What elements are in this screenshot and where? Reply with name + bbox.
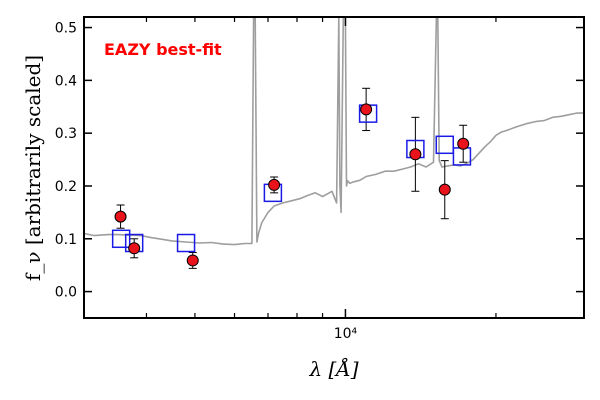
model-point — [176, 233, 196, 253]
observed-point — [186, 254, 199, 267]
errorbar-group — [116, 87, 468, 269]
observed-point — [409, 148, 422, 161]
plot-frame — [83, 16, 585, 319]
observed-point — [457, 137, 470, 150]
y-tick-label: 0.3 — [55, 126, 77, 142]
observed-point — [114, 210, 127, 223]
annotation-label: EAZY best-fit — [104, 40, 222, 59]
y-axis-label-text: f_ν [arbitrarily scaled] — [21, 55, 45, 281]
observed-group — [114, 103, 470, 267]
model-point — [435, 135, 455, 155]
sed-group — [83, 16, 584, 246]
y-tick-label: 0.1 — [55, 232, 77, 248]
y-axis-label: f_ν [arbitrarily scaled] — [21, 55, 45, 281]
x-axis-label-text: λ [Å] — [308, 356, 358, 381]
y-tick-label: 0.0 — [55, 285, 77, 301]
x-tick-label: 10⁴ — [334, 326, 358, 342]
observed-point — [128, 242, 141, 255]
model-group — [111, 104, 472, 253]
x-axis-label: λ [Å] — [308, 356, 358, 381]
observed-point — [360, 103, 373, 116]
model-point — [111, 229, 131, 249]
y-tick-label: 0.5 — [55, 21, 77, 37]
axes-group: 0.0 0.1 0.2 0.3 0.4 0.5 10⁴ — [55, 16, 585, 342]
y-tick-label: 0.4 — [55, 73, 77, 89]
y-tick-label: 0.2 — [55, 179, 77, 195]
observed-point — [438, 183, 451, 196]
sed-line — [83, 16, 584, 246]
observed-point — [268, 178, 281, 191]
